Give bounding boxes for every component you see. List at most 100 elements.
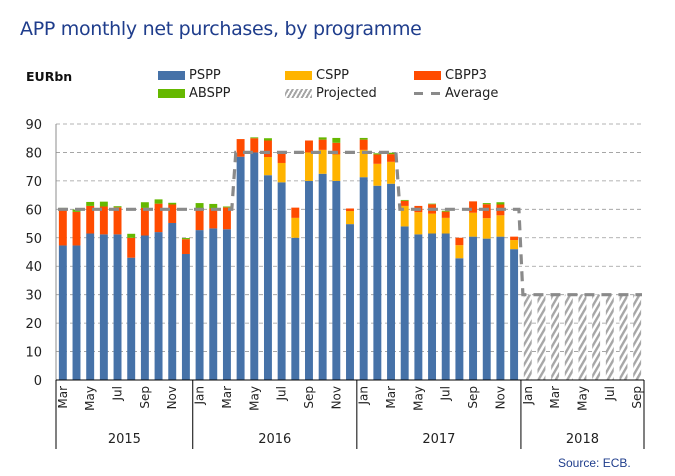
y-tick-label: 70 bbox=[25, 175, 42, 190]
bar-segment-projected bbox=[523, 294, 532, 380]
bar-segment-abspp bbox=[127, 233, 136, 238]
bar-segment-abspp bbox=[441, 210, 450, 212]
x-tick-label: Nov bbox=[329, 386, 343, 409]
bar-segment-abspp bbox=[140, 202, 149, 208]
source-note: Source: ECB. bbox=[558, 456, 631, 470]
x-tick-label: Mar bbox=[56, 386, 70, 409]
x-tick-label: May bbox=[575, 386, 589, 411]
bar-segment-pspp bbox=[127, 257, 136, 380]
bar-segment-cspp bbox=[455, 245, 464, 259]
bar-segment-projected bbox=[605, 294, 614, 380]
bar-segment-cbpp3 bbox=[318, 139, 327, 150]
bar-segment-abspp bbox=[332, 137, 341, 143]
legend-item-abspp: ABSPP bbox=[158, 86, 231, 101]
legend-label-pspp: PSPP bbox=[189, 68, 221, 83]
bar-segment-abspp bbox=[387, 152, 395, 155]
bar-segment-cbpp3 bbox=[86, 205, 95, 234]
average-line bbox=[58, 150, 642, 297]
bar-segment-cbpp3 bbox=[250, 138, 259, 153]
bar-segment-cbpp3 bbox=[510, 236, 519, 241]
year-group-label: 2015 bbox=[108, 432, 141, 447]
bar-segment-cbpp3 bbox=[209, 208, 218, 229]
x-tick-label: Mar bbox=[220, 386, 234, 409]
bar-segment-projected bbox=[633, 294, 642, 380]
bar-segment-pspp bbox=[99, 234, 108, 380]
bar-segment-cspp bbox=[305, 152, 313, 181]
bar-segment-pspp bbox=[222, 229, 231, 380]
bar-segment-pspp bbox=[510, 249, 519, 380]
bar-segment-abspp bbox=[359, 137, 368, 140]
bar-segment-abspp bbox=[113, 206, 122, 208]
bar-segment-cspp bbox=[387, 161, 395, 184]
bar-segment-cbpp3 bbox=[332, 142, 341, 155]
bar-segment-cbpp3 bbox=[400, 200, 409, 206]
bar-segment-pspp bbox=[441, 233, 450, 380]
bar-segment-projected bbox=[592, 294, 601, 380]
bar-segment-pspp bbox=[263, 175, 272, 380]
bar-segment-abspp bbox=[222, 206, 231, 208]
bar-segment-cbpp3 bbox=[236, 139, 245, 157]
bar-segment-cspp bbox=[291, 217, 300, 238]
bar-segment-abspp bbox=[99, 201, 108, 207]
bar-segment-cspp bbox=[373, 163, 382, 186]
bar-segment-pspp bbox=[428, 233, 437, 380]
bar-segment-pspp bbox=[72, 245, 81, 380]
bar-segment-cbpp3 bbox=[168, 204, 177, 223]
year-group-label: 2017 bbox=[422, 432, 455, 447]
bar-segment-abspp bbox=[250, 137, 259, 139]
bar-segment-cspp bbox=[359, 149, 368, 178]
bar-segment-pspp bbox=[236, 156, 245, 380]
bar-segment-pspp bbox=[209, 228, 218, 380]
bar-segment-pspp bbox=[195, 230, 204, 380]
bar-segment-cbpp3 bbox=[346, 208, 354, 212]
x-tick-label: Jan bbox=[357, 386, 371, 406]
x-tick-label: Sep bbox=[138, 386, 152, 409]
bar-segment-abspp bbox=[318, 137, 327, 140]
bar-segment-pspp bbox=[318, 173, 327, 380]
legend-item-cbpp3: CBPP3 bbox=[414, 68, 487, 83]
bar-segment-pspp bbox=[305, 180, 313, 380]
bar-segment-cbpp3 bbox=[441, 211, 450, 218]
bar-segment-abspp bbox=[154, 199, 163, 204]
bar-segment-cspp bbox=[428, 213, 437, 234]
bar-segment-cspp bbox=[263, 156, 272, 176]
bar-segment-cspp bbox=[318, 149, 327, 174]
x-tick-label: Nov bbox=[165, 386, 179, 409]
bar-segment-cbpp3 bbox=[455, 237, 464, 246]
bar-segment-pspp bbox=[291, 237, 300, 380]
y-tick-label: 30 bbox=[25, 289, 42, 304]
bar-segment-cspp bbox=[441, 217, 450, 234]
bar-segment-pspp bbox=[168, 222, 177, 380]
bar-segment-abspp bbox=[181, 238, 190, 240]
legend-label-cbpp3: CBPP3 bbox=[445, 68, 487, 83]
x-tick-label: Nov bbox=[493, 386, 507, 409]
x-tick-label: Jul bbox=[111, 386, 125, 401]
bar-segment-pspp bbox=[181, 253, 190, 380]
bar-segment-cbpp3 bbox=[154, 203, 163, 233]
bar-segment-cbpp3 bbox=[72, 211, 81, 246]
bar-segment-pspp bbox=[496, 236, 505, 380]
y-tick-label: 80 bbox=[25, 146, 42, 161]
bar-segment-projected bbox=[564, 294, 573, 380]
bar-segment-abspp bbox=[86, 201, 95, 206]
bar-segment-pspp bbox=[373, 185, 382, 380]
bar-segment-pspp bbox=[414, 234, 423, 380]
bar-segment-cspp bbox=[277, 162, 286, 183]
y-tick-label: 60 bbox=[25, 203, 42, 218]
bar-segment-cbpp3 bbox=[482, 204, 491, 219]
bar-segment-pspp bbox=[387, 183, 395, 380]
bar-segment-cbpp3 bbox=[373, 154, 382, 164]
y-axis-unit-label: EURbn bbox=[26, 69, 73, 84]
bar-segment-projected bbox=[578, 294, 587, 380]
bar-segment-cspp bbox=[510, 240, 519, 250]
bar-segment-cbpp3 bbox=[113, 207, 122, 235]
bar-segment-cbpp3 bbox=[222, 207, 231, 230]
bar-segment-cbpp3 bbox=[277, 152, 286, 163]
legend-item-pspp: PSPP bbox=[158, 68, 221, 83]
bar-segment-abspp bbox=[373, 153, 382, 155]
x-tick-label: Jul bbox=[439, 386, 453, 401]
bar-segment-abspp bbox=[400, 199, 409, 201]
x-tick-label: Mar bbox=[384, 386, 398, 409]
bar-segment-cspp bbox=[346, 211, 354, 225]
bar-segment-pspp bbox=[359, 177, 368, 380]
